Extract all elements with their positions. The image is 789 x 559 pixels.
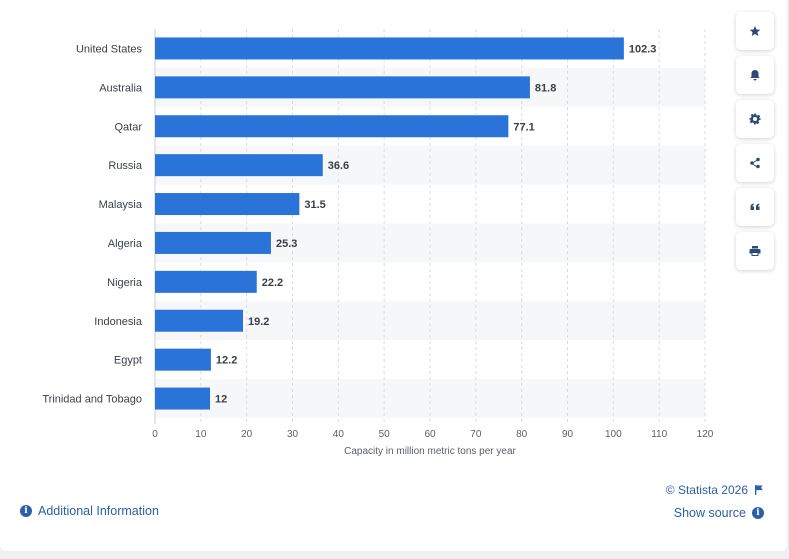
additional-information-label: Additional Information <box>38 504 159 518</box>
bar <box>155 37 624 60</box>
show-source-link[interactable]: Show source i <box>674 506 764 520</box>
category-label: Algeria <box>108 238 143 250</box>
x-tick-label: 10 <box>195 429 207 440</box>
bar <box>155 309 243 332</box>
info-icon: i <box>20 505 32 517</box>
print-icon <box>749 246 761 256</box>
x-tick-label: 120 <box>697 429 714 440</box>
gear-icon <box>749 113 761 125</box>
x-tick-label: 110 <box>651 429 667 440</box>
quote-icon <box>750 203 760 210</box>
category-label: Malaysia <box>99 199 143 211</box>
bar <box>155 231 271 254</box>
category-label: Russia <box>108 160 143 172</box>
copyright[interactable]: © Statista 2026 <box>666 483 764 497</box>
category-label: Trinidad and Tobago <box>42 394 142 406</box>
notification-button[interactable] <box>736 56 774 94</box>
bookmark-button[interactable] <box>736 12 774 50</box>
x-axis-title: Capacity in million metric tons per year <box>344 446 516 457</box>
settings-button[interactable] <box>736 100 774 138</box>
x-tick-label: 30 <box>287 429 299 440</box>
toolbar <box>736 12 776 270</box>
value-label: 81.8 <box>535 82 556 94</box>
bar <box>155 115 509 138</box>
value-label: 77.1 <box>513 121 534 133</box>
info-icon: i <box>752 507 764 519</box>
print-button[interactable] <box>736 232 774 270</box>
x-tick-label: 70 <box>470 429 482 440</box>
star-icon <box>749 26 761 36</box>
additional-information-link[interactable]: i Additional Information <box>20 504 159 518</box>
bar <box>155 193 300 216</box>
x-tick-label: 40 <box>333 429 345 440</box>
value-label: 19.2 <box>248 316 269 328</box>
bar <box>155 348 211 371</box>
x-tick-label: 50 <box>379 429 391 440</box>
bar <box>155 387 210 410</box>
share-button[interactable] <box>736 144 774 182</box>
share-icon <box>750 157 760 169</box>
value-label: 12 <box>215 394 227 406</box>
copyright-label: © Statista 2026 <box>665 483 748 497</box>
value-label: 36.6 <box>328 160 349 172</box>
value-label: 22.2 <box>262 277 283 289</box>
x-tick-label: 60 <box>424 429 436 440</box>
value-label: 25.3 <box>276 238 297 250</box>
bar <box>155 154 323 177</box>
show-source-label: Show source <box>673 506 746 520</box>
x-tick-label: 90 <box>562 429 574 440</box>
category-label: Nigeria <box>107 277 143 289</box>
x-tick-label: 0 <box>152 429 158 440</box>
flag-icon <box>754 485 764 495</box>
x-tick-label: 20 <box>241 429 253 440</box>
category-label: Egypt <box>114 355 142 367</box>
bar <box>155 270 257 293</box>
value-label: 12.2 <box>216 355 237 367</box>
x-tick-label: 80 <box>516 429 528 440</box>
bar <box>155 76 530 99</box>
cite-button[interactable] <box>736 188 774 226</box>
value-label: 102.3 <box>629 43 657 55</box>
bar-chart: United States 102.3 Australia 81.8 Qatar 77.1… <box>42 29 714 457</box>
x-tick-label: 100 <box>605 429 622 440</box>
category-label: Qatar <box>114 121 142 133</box>
value-label: 31.5 <box>304 199 325 211</box>
category-label: Indonesia <box>94 316 143 328</box>
bell-icon <box>750 70 760 81</box>
category-label: Australia <box>99 82 143 94</box>
category-label: United States <box>76 43 143 55</box>
